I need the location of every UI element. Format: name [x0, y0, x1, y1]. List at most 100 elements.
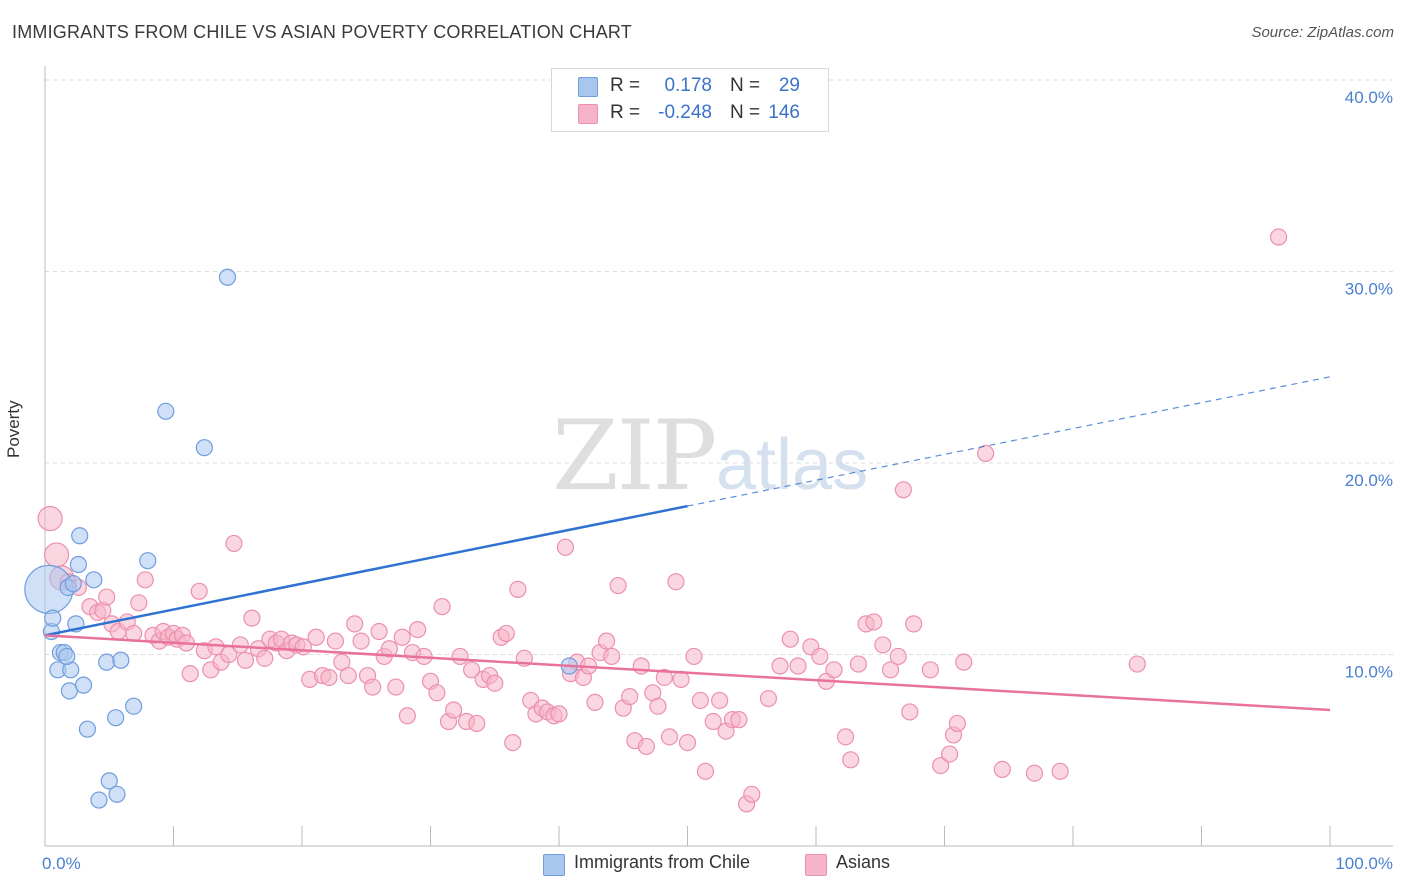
asians-point	[730, 711, 748, 729]
legend-n-label: N =	[730, 102, 761, 123]
asians-point	[307, 628, 325, 646]
y-tick-label: 20.0%	[1345, 471, 1393, 490]
asians-point	[660, 728, 679, 746]
asians-point	[811, 647, 829, 666]
asians-point	[889, 647, 907, 666]
asians-points	[37, 228, 1288, 813]
asians-point	[136, 571, 154, 589]
asians-point	[894, 481, 912, 499]
tick-labels: 10.0% 20.0% 30.0% 40.0% 0.0% 100.0%	[42, 88, 1393, 873]
asians-point	[649, 697, 667, 715]
legend-label-chile: Immigrants from Chile	[574, 852, 751, 872]
legend-label-asians: Asians	[836, 852, 891, 872]
asians-point	[393, 628, 411, 646]
chile-point	[71, 527, 89, 545]
chile-point	[157, 402, 175, 420]
legend-swatch-asians	[578, 104, 598, 124]
asians-point	[842, 751, 860, 769]
asians-point	[586, 693, 604, 711]
correlation-legend: R = 0.178 N = 29 R = -0.248 N = 146	[551, 68, 829, 132]
asians-point	[621, 688, 639, 706]
chile-point	[112, 651, 130, 669]
chile-point	[195, 439, 213, 457]
y-tick-label: 10.0%	[1345, 663, 1393, 682]
watermark-atlas: atlas	[716, 425, 869, 505]
asians-point	[398, 707, 416, 725]
asians-point	[609, 576, 627, 595]
grid-lines	[45, 79, 1393, 655]
legend-n-label: N =	[730, 75, 761, 96]
x-tick-label: 0.0%	[42, 854, 81, 873]
asians-point	[977, 444, 995, 463]
chile-point	[44, 609, 62, 627]
legend-n-value: 29	[778, 75, 800, 96]
chile-point	[74, 676, 93, 694]
asians-point	[865, 613, 883, 631]
asians-point	[380, 640, 398, 658]
asians-point	[37, 505, 63, 532]
asians-point	[881, 661, 900, 679]
chile-point	[90, 791, 108, 809]
asians-point	[849, 655, 868, 673]
chile-point	[100, 772, 118, 790]
chile-point	[85, 571, 103, 589]
asians-point	[468, 714, 486, 733]
asians-point	[486, 674, 504, 692]
asians-point	[497, 624, 515, 643]
asians-point	[932, 756, 950, 775]
y-tick-label: 40.0%	[1345, 88, 1393, 107]
asians-point	[632, 657, 650, 675]
asians-point	[364, 678, 382, 696]
asians-point	[704, 712, 722, 731]
asians-point	[993, 760, 1011, 779]
asians-point	[326, 632, 345, 650]
asians-point	[655, 668, 673, 687]
chile-trend-line	[44, 504, 688, 637]
chile-point	[125, 697, 143, 715]
legend-r-value: -0.248	[658, 102, 712, 123]
asians-point	[948, 714, 966, 733]
asians-point	[181, 665, 199, 683]
asians-point	[509, 580, 527, 598]
asians-point	[781, 630, 799, 648]
chile-point	[58, 647, 76, 666]
legend-swatch-asians	[805, 854, 827, 876]
asians-point	[603, 647, 621, 666]
asians-point	[941, 745, 959, 763]
asians-point	[43, 542, 70, 568]
asians-point	[901, 703, 919, 721]
source-label: Source: ZipAtlas.com	[1251, 24, 1394, 41]
asians-point	[836, 728, 855, 746]
legend-swatch-chile	[578, 77, 598, 97]
asians-point	[691, 691, 709, 710]
asians-point	[667, 573, 685, 591]
asians-point	[387, 678, 405, 696]
asians-point	[1269, 228, 1288, 246]
chile-point	[218, 268, 237, 286]
asians-point	[678, 733, 697, 752]
asians-point	[955, 653, 973, 671]
chile-point	[64, 575, 82, 593]
asians-point	[130, 594, 148, 612]
asians-point	[243, 609, 261, 627]
asians-point	[825, 661, 843, 679]
asians-point	[711, 691, 729, 710]
asians-point	[231, 636, 249, 654]
asians-point	[451, 647, 469, 666]
asians-point	[225, 534, 243, 553]
legend-swatch-chile	[543, 854, 565, 876]
asians-point	[352, 632, 370, 650]
asians-point	[504, 733, 522, 752]
asians-point	[771, 657, 789, 675]
asians-point	[98, 588, 116, 606]
asians-point	[550, 705, 568, 723]
asians-point	[759, 689, 778, 708]
asians-point	[1128, 655, 1146, 673]
chile-point	[108, 785, 126, 803]
asians-point	[921, 661, 939, 679]
axes	[44, 66, 1393, 847]
trend-lines	[44, 376, 1331, 712]
asians-point	[409, 621, 427, 639]
asians-point	[339, 666, 357, 685]
